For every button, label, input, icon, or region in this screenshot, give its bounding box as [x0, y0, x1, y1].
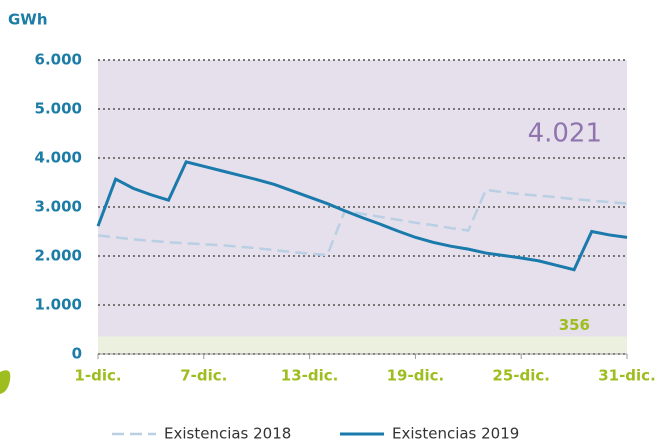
- plot-background: [98, 60, 627, 354]
- y-tick-label: 4.000: [35, 149, 82, 167]
- band: [98, 336, 627, 354]
- y-tick-label: 3.000: [35, 198, 82, 216]
- line-series: [96, 160, 628, 272]
- y-tick-label: 0: [72, 345, 82, 363]
- x-tick-label: 7-dic.: [180, 367, 227, 385]
- legend-label: Existencias 2019: [392, 425, 519, 442]
- y-tick-label: 2.000: [35, 247, 82, 265]
- y-tick-label: 1.000: [35, 296, 82, 314]
- legend-label: Existencias 2018: [164, 425, 291, 442]
- x-tick-label: 19-dic.: [387, 367, 445, 385]
- band-label: 356: [559, 316, 590, 334]
- x-tick-label: 31-dic.: [598, 367, 656, 385]
- x-tick-label: 25-dic.: [492, 367, 550, 385]
- decoration: [0, 370, 11, 394]
- y-tick-label: 5.000: [35, 100, 82, 118]
- y-tick-label: 6.000: [35, 51, 82, 69]
- x-tick-label: 1-dic.: [74, 367, 121, 385]
- annotation: 4.021: [528, 119, 602, 149]
- x-tick-label: 13-dic.: [281, 367, 339, 385]
- line-series: [97, 188, 628, 257]
- chart-title: GWh: [8, 11, 48, 29]
